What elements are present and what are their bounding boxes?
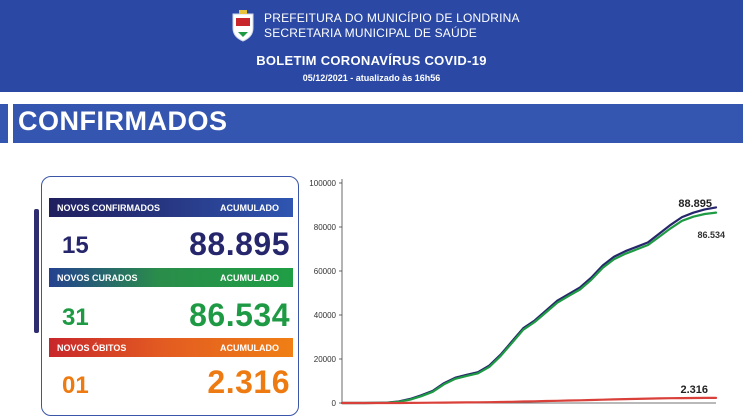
deaths-header: NOVOS ÓBITOS ACUMULADO — [49, 338, 293, 357]
recovered-total-value: 86.534 — [189, 297, 290, 333]
section-title: CONFIRMADOS — [18, 106, 228, 136]
panel-accent-bar — [34, 209, 39, 333]
series-line-2 — [340, 396, 718, 405]
org-name: PREFEITURA DO MUNICÍPIO DE LONDRINA — [264, 11, 520, 25]
deaths-label: NOVOS ÓBITOS — [57, 343, 127, 353]
y-tick-label: 100000 — [309, 179, 336, 188]
confirmed-new-value: 15 — [62, 232, 89, 259]
y-tick-label: 20000 — [314, 355, 337, 364]
section-bar — [0, 104, 743, 143]
bulletin-date: 05/12/2021 - atualizado às 16h56 — [302, 73, 441, 83]
end-label-recovered: 86.534 — [697, 230, 725, 240]
y-tick-label: 40000 — [314, 311, 337, 320]
deaths-new-value: 01 — [62, 372, 89, 399]
end-label-confirmed: 88.895 — [678, 198, 712, 210]
y-tick-label: 60000 — [314, 267, 337, 276]
deaths-total-value: 2.316 — [207, 364, 290, 400]
series-line-1 — [340, 211, 718, 405]
confirmed-total-value: 88.895 — [189, 226, 290, 262]
recovered-acc-label: ACUMULADO — [220, 273, 279, 283]
recovered-label: NOVOS CURADOS — [57, 273, 138, 283]
bulletin-header: PREFEITURA DO MUNICÍPIO DE LONDRINA SECR… — [0, 0, 743, 92]
deaths-acc-label: ACUMULADO — [220, 343, 279, 353]
recovered-new-value: 31 — [62, 304, 89, 331]
confirmed-header: NOVOS CONFIRMADOS ACUMULADO — [49, 198, 293, 217]
y-tick-label: 0 — [332, 399, 337, 408]
end-label-deaths: 2.316 — [680, 384, 708, 396]
org-department: SECRETARIA MUNICIPAL DE SAÚDE — [264, 26, 477, 40]
recovered-header: NOVOS CURADOS ACUMULADO — [49, 268, 293, 287]
city-coat-of-arms-icon — [232, 10, 254, 42]
bulletin-title: BOLETIM CORONAVÍRUS COVID-19 — [256, 53, 487, 68]
cumulative-cases-chart: 0 20000 40000 60000 80000 100000 88.895 86.534 2… — [309, 179, 725, 408]
confirmed-label: NOVOS CONFIRMADOS — [57, 203, 161, 213]
confirmed-acc-label: ACUMULADO — [220, 203, 279, 213]
section-accent — [8, 104, 13, 143]
y-tick-label: 80000 — [314, 223, 337, 232]
